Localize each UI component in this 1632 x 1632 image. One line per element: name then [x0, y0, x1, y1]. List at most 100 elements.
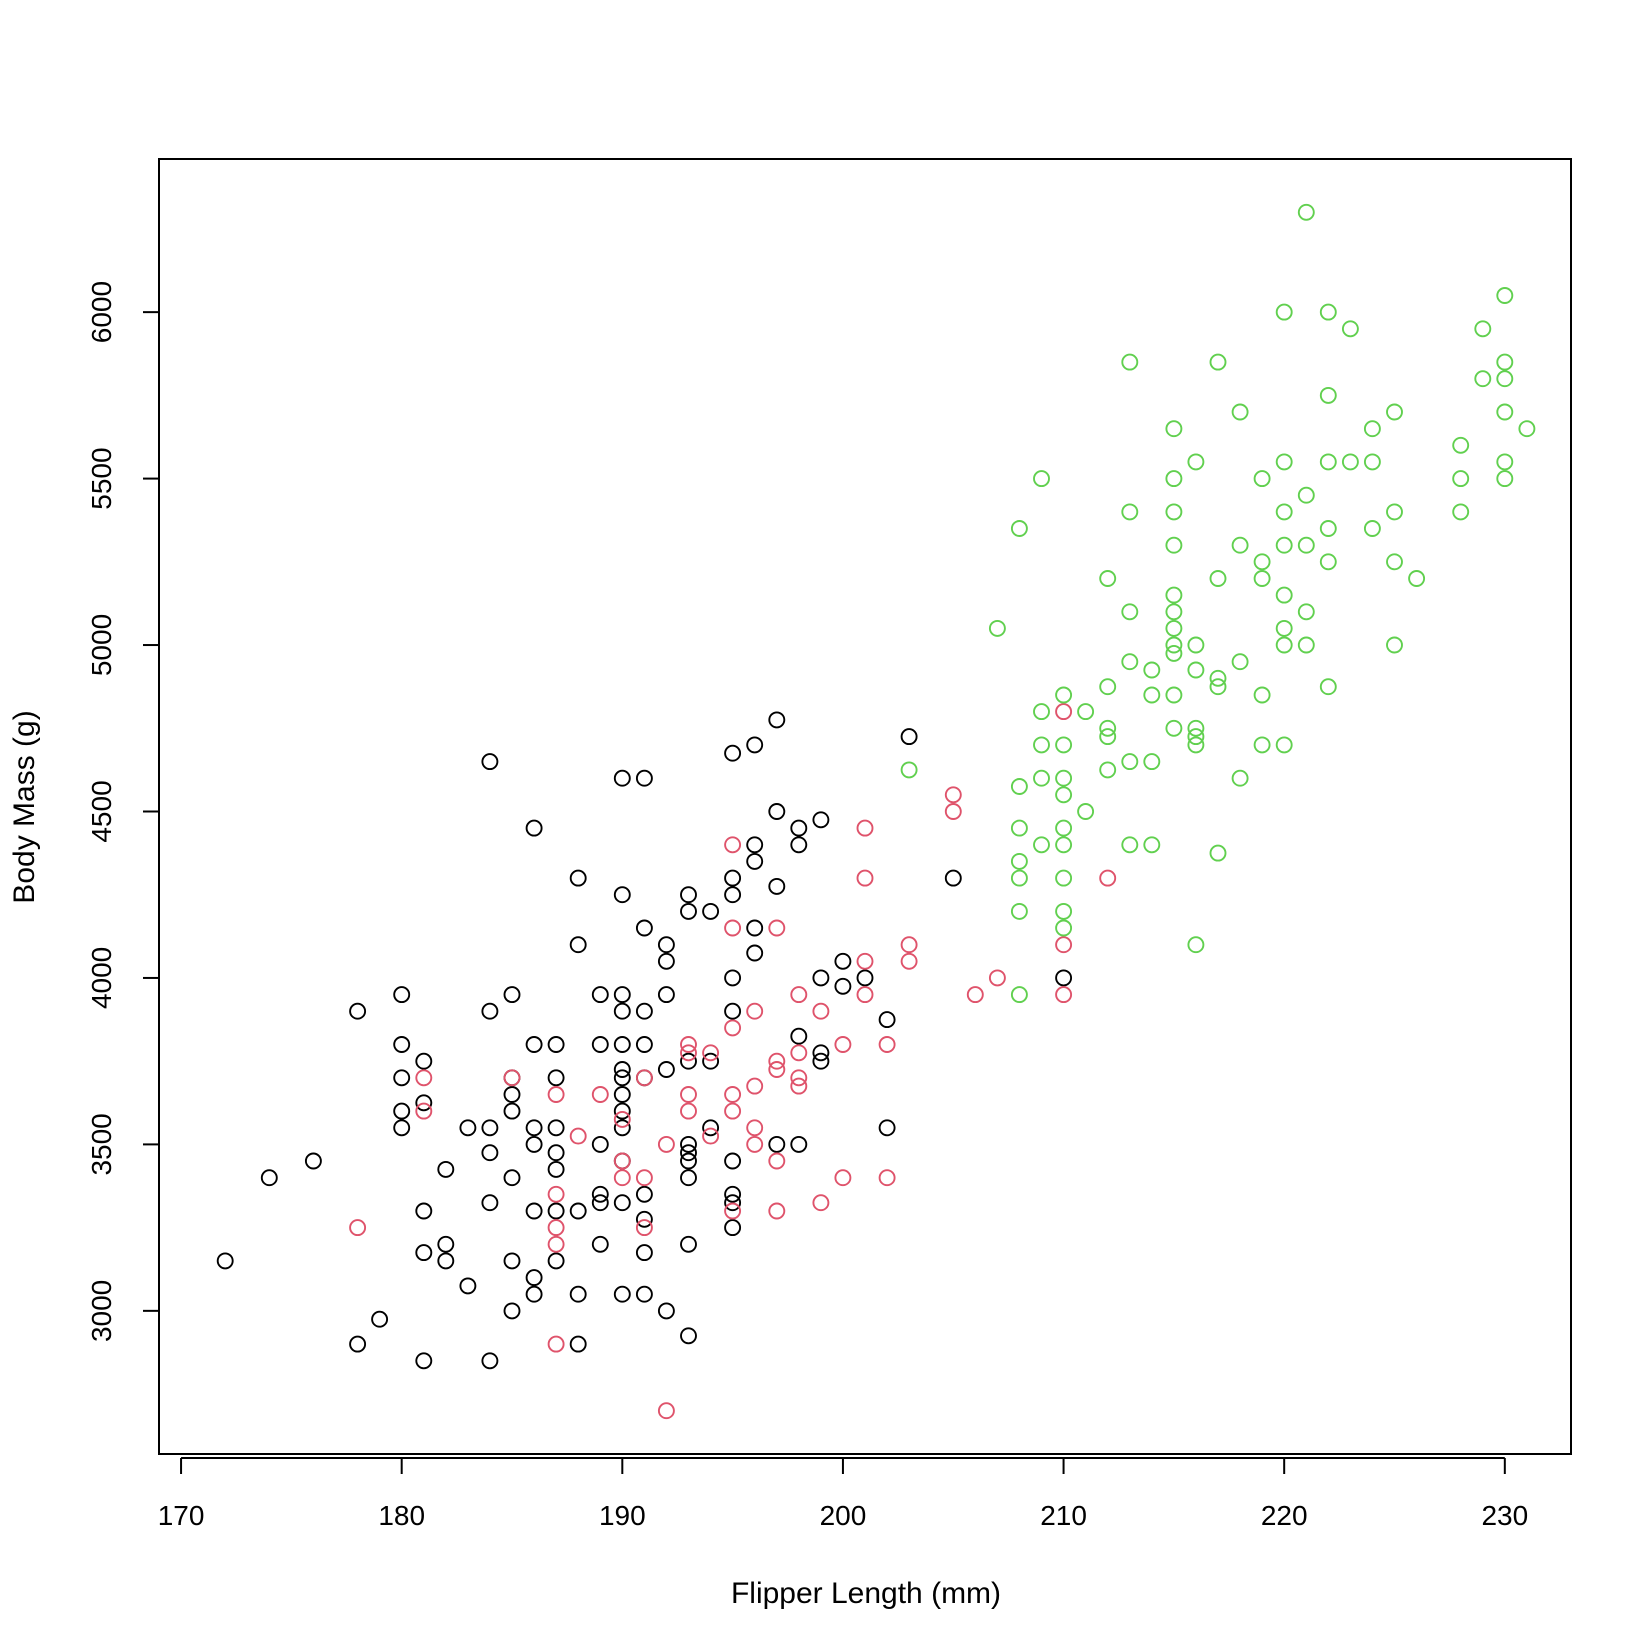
data-point [1099, 761, 1117, 779]
data-point [724, 1185, 742, 1203]
x-tick-label: 200 [820, 1500, 867, 1531]
data-point [790, 1044, 808, 1062]
data-point [1363, 453, 1381, 471]
data-point [657, 1402, 675, 1420]
data-point [746, 1077, 764, 1095]
data-point [724, 969, 742, 987]
data-point [746, 736, 764, 754]
series-1 [216, 711, 1073, 1370]
data-point [1496, 370, 1514, 388]
data-point [724, 1194, 742, 1212]
data-point [1253, 736, 1271, 754]
data-point [503, 986, 521, 1004]
data-point [680, 1144, 697, 1162]
data-point [437, 1235, 455, 1253]
x-axis-title: Flipper Length (mm) [731, 1577, 1001, 1610]
data-point [1121, 753, 1139, 771]
data-point [812, 1052, 830, 1070]
data-point [1319, 520, 1337, 537]
data-point [1496, 353, 1514, 371]
data-point [944, 803, 962, 820]
data-point [393, 1102, 411, 1120]
data-point [724, 869, 742, 887]
data-point [1275, 586, 1293, 604]
data-point [503, 1102, 521, 1120]
data-point [481, 1352, 499, 1370]
data-point [1386, 403, 1403, 421]
data-point [459, 1119, 477, 1137]
data-point [1055, 819, 1073, 837]
data-point [635, 1069, 653, 1087]
data-point [680, 1102, 697, 1120]
data-point [613, 1194, 631, 1212]
y-axis-title: Body Mass (g) [8, 710, 41, 903]
data-point [547, 1086, 565, 1103]
data-point [415, 1102, 433, 1120]
data-point [1187, 661, 1205, 679]
data-point [657, 1302, 675, 1320]
data-point [768, 877, 786, 895]
data-point [1055, 936, 1073, 954]
data-point [834, 1169, 852, 1187]
data-point [1518, 420, 1536, 438]
data-point [1121, 603, 1139, 621]
data-point [1055, 869, 1073, 887]
data-point [1165, 644, 1183, 662]
data-point [1341, 320, 1359, 338]
data-point [1121, 353, 1139, 371]
data-point [856, 819, 874, 837]
data-point [657, 936, 675, 954]
data-point [768, 1061, 786, 1078]
data-point [1165, 536, 1183, 554]
y-tick-label: 4000 [86, 947, 117, 1009]
data-point [1099, 719, 1117, 737]
data-point [1143, 661, 1161, 679]
data-point [635, 1169, 653, 1187]
data-point [349, 1219, 367, 1237]
data-point [1187, 453, 1205, 471]
data-point [1275, 453, 1293, 471]
data-point [944, 869, 962, 887]
data-point [746, 944, 764, 962]
y-axis: 3000 3500 4000 4500 5000 5500 6000 [86, 281, 160, 1342]
data-point [1187, 936, 1205, 954]
data-point [371, 1310, 389, 1328]
data-point [900, 936, 918, 954]
data-point [878, 1119, 896, 1137]
data-point [591, 1235, 609, 1253]
data-point [591, 1185, 609, 1203]
data-point [702, 1044, 720, 1062]
data-point [613, 986, 631, 1004]
data-point [635, 1036, 653, 1053]
data-point [437, 1252, 455, 1270]
y-tick-label: 4500 [86, 780, 117, 842]
y-tick-label: 6000 [86, 281, 117, 343]
data-point [1055, 969, 1073, 987]
data-point [1209, 669, 1227, 687]
data-point [1165, 470, 1183, 488]
data-point [1077, 703, 1095, 721]
data-point [635, 1210, 653, 1228]
data-point [1297, 636, 1315, 654]
data-point [790, 986, 808, 1004]
data-point [1010, 869, 1028, 887]
data-point [1010, 819, 1028, 837]
data-point [1496, 287, 1514, 304]
data-point [613, 886, 631, 904]
data-point [680, 1152, 697, 1170]
data-point [481, 753, 499, 771]
data-point [1297, 203, 1315, 221]
data-point [768, 1052, 786, 1070]
data-point [790, 1027, 808, 1045]
data-point [547, 1335, 565, 1353]
data-point [481, 1002, 499, 1020]
data-point [724, 1202, 742, 1220]
data-point [1209, 570, 1227, 587]
data-point [1253, 570, 1271, 587]
data-point [635, 1285, 653, 1303]
data-point [1253, 686, 1271, 704]
data-point [569, 869, 587, 887]
data-point [724, 744, 742, 762]
data-point [613, 1285, 631, 1303]
